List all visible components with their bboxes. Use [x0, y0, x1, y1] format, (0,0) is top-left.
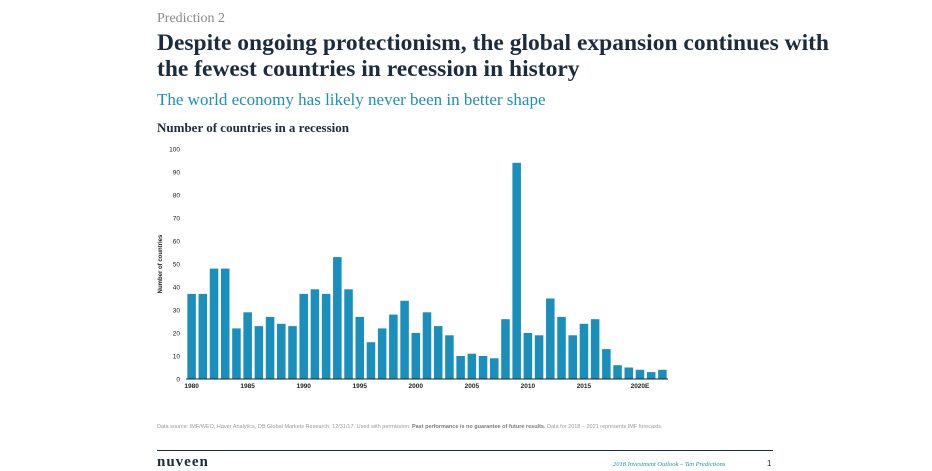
bar-1983: [220, 268, 230, 379]
footer-publication: 2018 Investment Outlook – Ten Prediction…: [613, 461, 726, 468]
nuveen-logo: nuveen: [157, 454, 209, 470]
bar-2019: [624, 367, 634, 379]
bar-2009: [512, 162, 521, 379]
y-tick-label: 90: [173, 169, 181, 176]
bar-2007: [490, 358, 499, 379]
bar-2006: [478, 356, 488, 379]
y-tick-label: 10: [173, 353, 181, 360]
bar-1999: [400, 300, 409, 379]
recession-bar-chart: 0 10 20 30 40 50 60 70 80 90 100 Number of countrie…: [158, 146, 668, 390]
bar-2004: [456, 356, 465, 379]
bar-2020: [635, 369, 645, 379]
bar-2011: [534, 335, 544, 379]
x-tick-label: 1985: [240, 383, 255, 390]
bar-2000: [411, 333, 421, 379]
slide-subtitle: The world economy has likely never been …: [157, 90, 546, 109]
bar-2015: [579, 323, 589, 379]
source-text: Data source: IMF/WEO, Haver Analytics, D…: [157, 424, 411, 430]
y-tick-label: 60: [173, 238, 181, 245]
slide-title: Despite ongoing protectionism, the globa…: [157, 30, 829, 82]
bar-1985: [243, 312, 252, 379]
source-disclaimer: Past performance is no guarantee of futu…: [411, 424, 546, 430]
y-tick-label: 20: [173, 330, 181, 337]
bar-1980: [187, 293, 196, 379]
y-tick-label: 40: [173, 284, 181, 291]
bar-1981: [198, 293, 208, 379]
footer-divider: [157, 450, 773, 451]
bar-2012: [546, 298, 555, 379]
bar-1992: [321, 293, 331, 379]
x-tick-label: 2000: [409, 383, 424, 390]
bar-1988: [277, 323, 286, 379]
source-note: Data source: IMF/WEO, Haver Analytics, D…: [157, 424, 663, 430]
x-tick-label: 2010: [521, 383, 536, 390]
y-tick-label: 70: [173, 215, 181, 222]
x-tick-label: 2015: [577, 383, 592, 390]
bar-2021: [646, 372, 656, 379]
source-forecast-note: Data for 2018 – 2021 represents IMF fore…: [547, 424, 663, 430]
x-tick-label: 1995: [353, 383, 368, 390]
bar-1990: [299, 293, 308, 379]
bar-1987: [265, 316, 275, 379]
bar-1986: [254, 326, 264, 379]
x-tick-label: 2020E: [631, 383, 650, 390]
bar-2022: [658, 369, 667, 379]
y-tick-label: 50: [173, 261, 181, 268]
page-number: 1: [767, 459, 772, 468]
prediction-kicker: Prediction 2: [157, 11, 226, 26]
bar-1984: [232, 328, 241, 379]
bar-1994: [344, 289, 353, 379]
bar-2014: [568, 335, 577, 379]
y-tick-label: 80: [173, 192, 181, 199]
bar-1995: [355, 316, 364, 379]
bar-2016: [590, 319, 600, 379]
bar-2005: [467, 353, 477, 379]
bar-2003: [445, 335, 454, 379]
x-tick-label: 1980: [184, 383, 199, 390]
bar-2002: [433, 326, 443, 379]
bar-2008: [501, 319, 510, 379]
bar-1991: [310, 289, 320, 379]
chart-title: Number of countries in a recession: [157, 120, 349, 135]
bar-1996: [366, 342, 376, 379]
bar-1982: [209, 268, 219, 379]
bar-2017: [602, 349, 611, 379]
y-tick-label: 100: [169, 146, 180, 153]
bar-1989: [288, 326, 297, 379]
bar-2010: [523, 333, 533, 379]
x-tick-label: 1990: [296, 383, 311, 390]
bar-2013: [557, 316, 566, 379]
bar-1993: [333, 257, 342, 379]
bar-2018: [613, 365, 622, 379]
bar-1997: [377, 328, 387, 379]
bar-2001: [422, 312, 432, 379]
y-tick-label: 30: [173, 307, 181, 314]
y-tick-label: 0: [176, 376, 180, 383]
y-axis-title: Number of countries: [158, 234, 164, 293]
bar-1998: [389, 314, 398, 379]
x-tick-label: 2005: [465, 383, 480, 390]
